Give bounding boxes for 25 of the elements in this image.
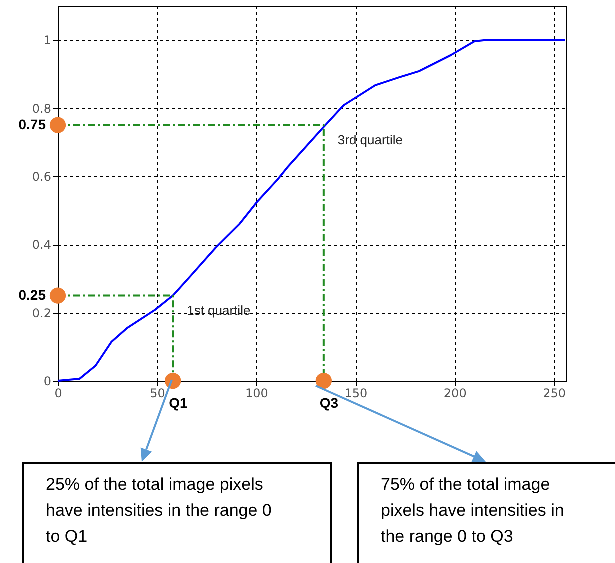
point [50,288,66,304]
x-tick-label: 200 [444,386,467,400]
annotation: Q1 [169,395,188,411]
y-tick-label: 0 [44,374,52,388]
text: 75% of the total image pixels have intensities in the range 0 to Q3 [357,462,615,563]
annotation: 1st quartile [187,302,251,318]
y-tick-label: 1 [44,34,52,48]
annotation: 0.75 [18,116,46,132]
annotation: Q3 [320,395,339,411]
y-tick-label: 0.2 [32,306,52,320]
annotation: 0.25 [18,286,46,303]
x-tick-label: 100 [245,386,268,400]
x-tick-label: 50 [150,386,166,400]
annotation: 3rd quartile [338,132,403,148]
x-tick-label: 250 [543,386,566,400]
line-series [57,39,566,382]
point [50,117,66,134]
point [316,372,332,390]
y-tick-label: 0.8 [32,102,52,116]
y-tick-label: 0.6 [32,170,52,184]
y-tick-label: 0.4 [32,238,52,252]
x-tick-label: 150 [344,386,368,400]
text: 25% of the total image pixels have intensities in the range 0 to Q1 [22,462,332,563]
x-tick-label: 0 [54,386,62,400]
point [165,372,182,390]
